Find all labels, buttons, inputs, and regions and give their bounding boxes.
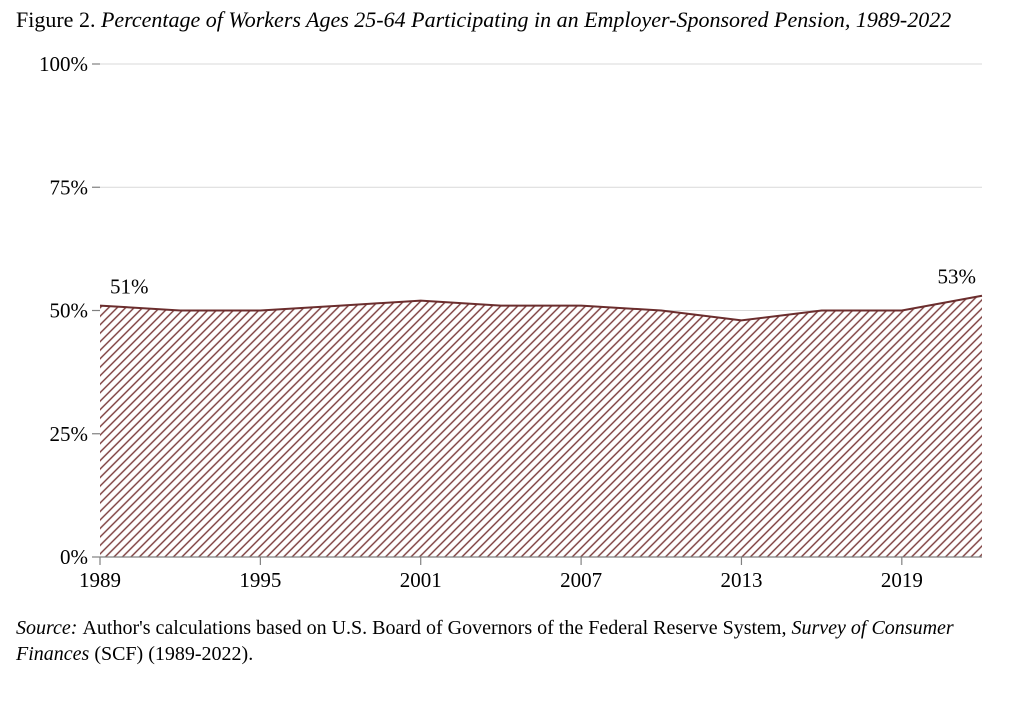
figure-label: Figure 2. bbox=[16, 7, 101, 32]
source-note: Source: Author's calculations based on U… bbox=[16, 615, 1008, 667]
area-fill bbox=[100, 295, 982, 556]
y-tick-label: 100% bbox=[39, 52, 88, 76]
x-tick-label: 2001 bbox=[400, 568, 442, 592]
source-text-suffix: (SCF) (1989-2022). bbox=[89, 643, 253, 665]
x-tick-label: 2007 bbox=[560, 568, 602, 592]
y-tick-label: 25% bbox=[50, 421, 89, 445]
source-text-prefix: Author's calculations based on U.S. Boar… bbox=[82, 617, 791, 639]
chart-area: 1989 1995 2001 2007 2013 2019 0% 25% 50% 75% 100% 5… bbox=[16, 44, 1008, 609]
data-label: 53% bbox=[938, 264, 977, 288]
y-tick-label: 75% bbox=[50, 175, 89, 199]
y-tick-label: 0% bbox=[60, 545, 88, 569]
x-tick-label: 1995 bbox=[239, 568, 281, 592]
figure-title-text: Percentage of Workers Ages 25-64 Partici… bbox=[101, 7, 951, 32]
x-tick-label: 1989 bbox=[79, 568, 121, 592]
source-label: Source: bbox=[16, 617, 82, 639]
x-tick-label: 2019 bbox=[881, 568, 923, 592]
data-label: 51% bbox=[110, 274, 149, 298]
area-chart: 1989 1995 2001 2007 2013 2019 0% 25% 50% 75% 100% 5… bbox=[16, 44, 1008, 604]
figure-title: Figure 2. Percentage of Workers Ages 25-… bbox=[16, 6, 1008, 34]
y-tick-label: 50% bbox=[50, 298, 89, 322]
x-tick-label: 2013 bbox=[720, 568, 762, 592]
